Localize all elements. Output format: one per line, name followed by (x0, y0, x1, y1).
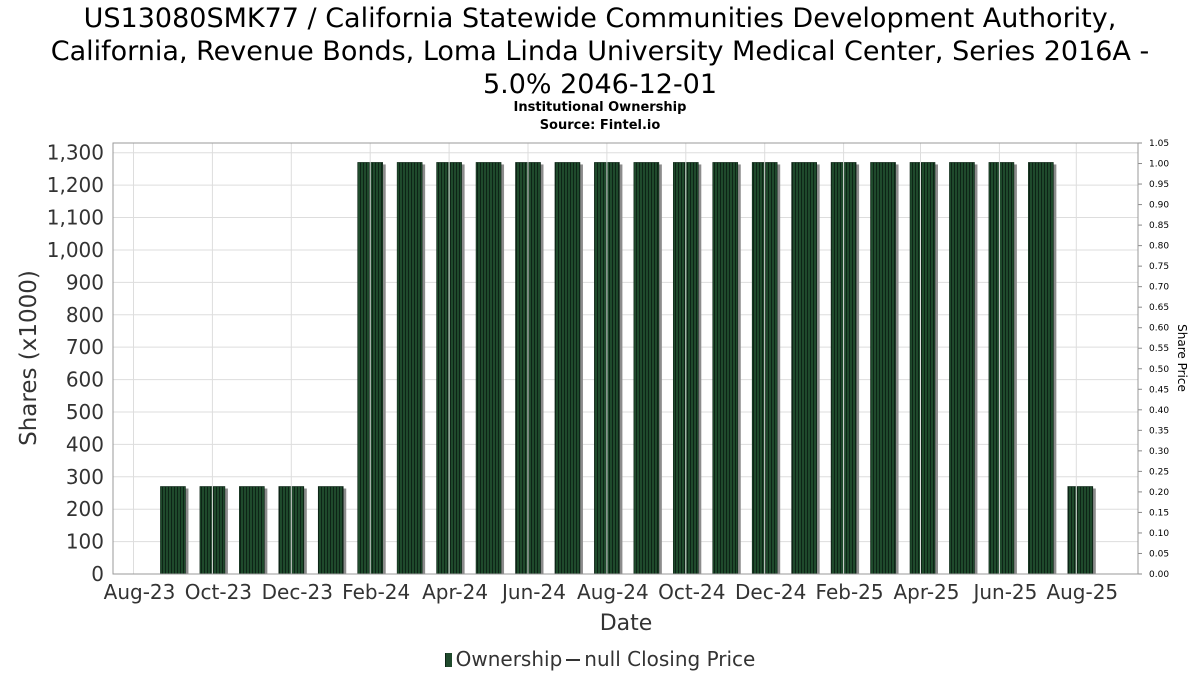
y2-tick-label: 0.20 (1149, 488, 1169, 498)
x-tick-label: Aug-24 (577, 580, 649, 604)
ownership-bar (1028, 162, 1054, 575)
chart-title: US13080SMK77 / California Statewide Comm… (0, 2, 1200, 101)
y-tick-label: 900 (66, 270, 104, 294)
ownership-bar (396, 162, 423, 575)
title-line-2: California, Revenue Bonds, Loma Linda Un… (50, 36, 1150, 67)
ownership-legend-label: Ownership (455, 647, 563, 671)
legend: Ownership null Closing Price (0, 647, 1200, 671)
y2-tick-label: 0.45 (1149, 385, 1169, 395)
ownership-bar (949, 162, 975, 575)
x-tick-label: Jun-25 (971, 580, 1037, 604)
y2-tick-label: 0.85 (1149, 221, 1169, 231)
y2-tick-label: 0.10 (1149, 529, 1169, 539)
chart-subtitle: Institutional Ownership (513, 100, 687, 115)
x-tick-label: Feb-24 (342, 580, 410, 604)
plot-frame (112, 142, 1139, 575)
ownership-bar (870, 162, 896, 575)
y-tick-label: 100 (66, 530, 104, 554)
y-tick-label: 700 (66, 335, 104, 359)
x-tick-label: Dec-23 (262, 580, 333, 604)
y2-tick-label: 0.70 (1149, 283, 1169, 293)
y-tick-label: 500 (66, 400, 104, 424)
x-tick-label: Apr-25 (894, 580, 960, 604)
y-tick-label: 1,000 (47, 238, 104, 262)
y-tick-label: 1,200 (47, 173, 104, 197)
ownership-bar (160, 486, 186, 575)
price-legend-label: null Closing Price (584, 647, 756, 671)
x-tick-label: Aug-23 (104, 580, 176, 604)
y-tick-label: 1,100 (47, 206, 104, 230)
chart-source: Source: Fintel.io (539, 118, 661, 133)
ownership-bar (1067, 486, 1094, 575)
y-tick-label: 1,300 (47, 141, 104, 165)
y2-tick-label: 0.90 (1149, 201, 1169, 211)
y-tick-label: 600 (66, 368, 104, 392)
ownership-bar (988, 162, 1015, 575)
ownership-bar (791, 162, 817, 575)
y-tick-label: 200 (66, 497, 104, 521)
y2-tick-label: 0.75 (1149, 262, 1169, 272)
ownership-bar (475, 162, 502, 575)
ownership-bar (554, 162, 581, 575)
y2-tick-label: 0.15 (1149, 508, 1169, 518)
x-tick-label: Apr-24 (422, 580, 488, 604)
ownership-bar (909, 162, 936, 575)
title-line-1: US13080SMK77 / California Statewide Comm… (83, 3, 1117, 34)
x-tick-label: Aug-25 (1046, 580, 1118, 604)
ownership-bar (317, 486, 344, 575)
y2-tick-label: 0.80 (1149, 242, 1169, 252)
y-tick-label: 800 (66, 303, 104, 327)
y-tick-label: 300 (66, 465, 104, 489)
y-tick-label: 400 (66, 432, 104, 456)
x-tick-label: Dec-24 (735, 580, 806, 604)
y2-tick-label: 0.95 (1149, 180, 1169, 190)
y-axis-label: Shares (x1000) (16, 270, 42, 446)
y2-tick-label: 0.05 (1149, 549, 1169, 559)
ownership-bar (633, 162, 660, 575)
y2-tick-label: 1.00 (1149, 160, 1169, 170)
y2-tick-label: 0.25 (1149, 467, 1169, 477)
x-tick-label: Feb-25 (816, 580, 884, 604)
y-tick-label: 0 (91, 562, 104, 586)
ownership-legend-swatch (444, 653, 452, 667)
y2-axis-label: Share Price (1175, 324, 1189, 392)
y2-tick-label: 0.35 (1149, 426, 1169, 436)
x-tick-label: Oct-24 (658, 580, 725, 604)
x-tick-label: Jun-24 (500, 580, 566, 604)
y2-tick-label: 0.30 (1149, 447, 1169, 457)
y2-tick-label: 0.60 (1149, 324, 1169, 334)
ownership-bar (239, 486, 265, 575)
title-line-3: 5.0% 2046-12-01 (482, 69, 718, 100)
y2-tick-label: 0.50 (1149, 365, 1169, 375)
x-axis-label: Date (600, 611, 653, 636)
y2-tick-label: 0.40 (1149, 406, 1169, 416)
y2-tick-label: 0.65 (1149, 303, 1169, 313)
y2-tick-label: 1.05 (1149, 139, 1169, 149)
price-legend-line (566, 659, 581, 661)
x-tick-label: Oct-23 (185, 580, 252, 604)
y2-tick-label: 0.55 (1149, 344, 1169, 354)
y2-tick-label: 0.00 (1149, 570, 1169, 580)
ownership-bar (712, 162, 739, 575)
